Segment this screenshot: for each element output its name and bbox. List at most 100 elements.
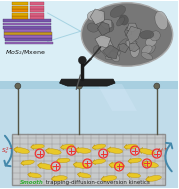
Polygon shape	[75, 147, 79, 153]
Polygon shape	[124, 144, 127, 150]
Polygon shape	[119, 43, 129, 53]
Ellipse shape	[28, 173, 41, 178]
Bar	[30, 12, 44, 15]
Ellipse shape	[117, 39, 127, 51]
Ellipse shape	[146, 175, 161, 181]
Ellipse shape	[155, 11, 168, 30]
Bar	[5, 42, 53, 44]
Ellipse shape	[87, 11, 102, 21]
Bar	[12, 9, 28, 12]
Polygon shape	[101, 19, 112, 29]
Ellipse shape	[46, 149, 61, 154]
Text: $Li^+$: $Li^+$	[157, 146, 168, 155]
Ellipse shape	[38, 163, 53, 169]
Ellipse shape	[110, 163, 125, 168]
Polygon shape	[51, 176, 55, 182]
Polygon shape	[146, 176, 150, 182]
Polygon shape	[73, 162, 77, 168]
Bar	[3, 26, 51, 29]
Ellipse shape	[31, 144, 44, 149]
Polygon shape	[21, 160, 24, 166]
Polygon shape	[60, 79, 115, 86]
Polygon shape	[45, 148, 49, 154]
Ellipse shape	[110, 6, 125, 17]
Ellipse shape	[129, 158, 141, 163]
Ellipse shape	[124, 144, 137, 149]
Ellipse shape	[105, 20, 114, 32]
Bar	[30, 6, 44, 9]
Polygon shape	[143, 160, 147, 167]
Bar	[5, 38, 52, 41]
Ellipse shape	[142, 45, 152, 54]
Circle shape	[15, 83, 21, 89]
Polygon shape	[130, 43, 140, 52]
Polygon shape	[125, 27, 132, 36]
Ellipse shape	[143, 162, 158, 167]
Polygon shape	[37, 163, 41, 169]
Bar	[4, 29, 51, 32]
Polygon shape	[60, 145, 64, 150]
Ellipse shape	[61, 144, 74, 149]
Ellipse shape	[93, 144, 106, 149]
Ellipse shape	[127, 173, 141, 178]
Bar	[30, 2, 44, 5]
Bar	[12, 2, 28, 5]
Ellipse shape	[146, 37, 156, 46]
Ellipse shape	[117, 17, 124, 26]
Ellipse shape	[87, 23, 99, 32]
Ellipse shape	[74, 163, 89, 168]
Ellipse shape	[93, 159, 106, 164]
Polygon shape	[28, 172, 31, 177]
Text: $S_x^{2-}$: $S_x^{2-}$	[1, 145, 14, 156]
Ellipse shape	[119, 15, 128, 25]
Bar	[12, 134, 165, 185]
Polygon shape	[92, 160, 96, 165]
Bar	[0, 1, 178, 81]
Ellipse shape	[147, 45, 155, 54]
Polygon shape	[127, 23, 137, 32]
Polygon shape	[31, 144, 34, 150]
Polygon shape	[97, 84, 137, 111]
Bar	[0, 81, 178, 89]
Bar	[4, 35, 52, 38]
Polygon shape	[101, 176, 105, 182]
Ellipse shape	[110, 52, 119, 62]
Ellipse shape	[57, 158, 70, 163]
Text: $MoS_2$/Mxene: $MoS_2$/Mxene	[5, 48, 46, 57]
Polygon shape	[127, 26, 141, 45]
Ellipse shape	[93, 46, 101, 54]
Bar	[30, 9, 44, 12]
Polygon shape	[127, 172, 130, 178]
Polygon shape	[107, 147, 111, 153]
Bar	[4, 32, 52, 35]
Bar	[3, 19, 50, 22]
Polygon shape	[102, 45, 118, 59]
Bar	[0, 81, 178, 188]
Circle shape	[154, 83, 160, 89]
Ellipse shape	[81, 3, 173, 66]
Polygon shape	[77, 172, 81, 177]
Bar	[12, 12, 28, 15]
Polygon shape	[95, 35, 111, 48]
Bar	[3, 22, 51, 25]
Polygon shape	[56, 158, 60, 163]
Ellipse shape	[21, 160, 34, 165]
Circle shape	[78, 56, 86, 64]
Ellipse shape	[108, 148, 123, 153]
Ellipse shape	[76, 148, 91, 153]
Ellipse shape	[52, 176, 67, 181]
Circle shape	[76, 83, 82, 89]
Ellipse shape	[150, 31, 160, 41]
Ellipse shape	[140, 31, 154, 39]
Polygon shape	[139, 147, 143, 154]
Ellipse shape	[102, 176, 117, 181]
Ellipse shape	[139, 149, 154, 155]
Text: trapping-diffusion-conversion kinetics: trapping-diffusion-conversion kinetics	[44, 180, 149, 185]
Polygon shape	[98, 37, 114, 57]
Ellipse shape	[14, 148, 29, 153]
Polygon shape	[126, 39, 137, 50]
Polygon shape	[98, 22, 110, 36]
Ellipse shape	[141, 52, 153, 60]
Polygon shape	[128, 158, 131, 164]
Polygon shape	[92, 145, 96, 150]
